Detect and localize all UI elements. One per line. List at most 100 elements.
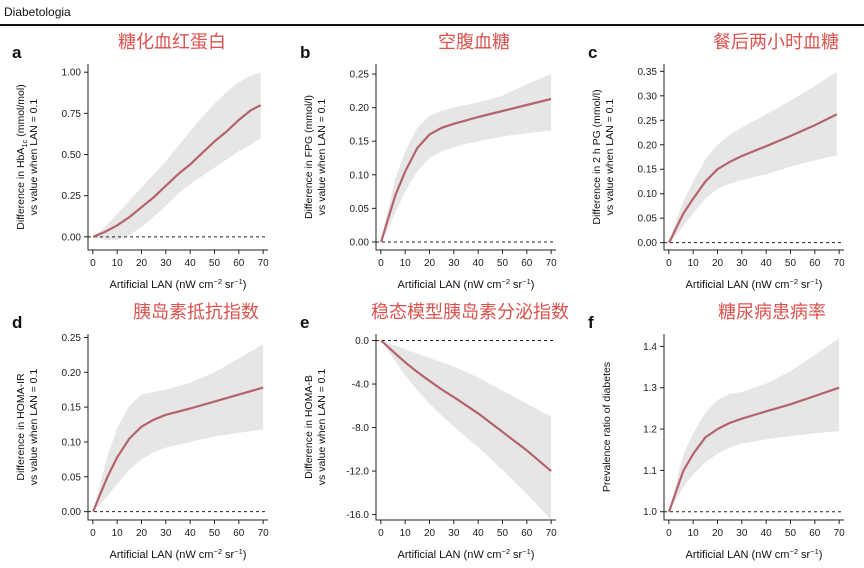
y-tick-label: -8.0 (352, 423, 370, 434)
x-tick-label: 10 (688, 258, 700, 269)
y-axis-label: Difference in 2 h PG (mmol/l) (591, 89, 603, 224)
y-axis-label: Prevalence ratio of diabetes (601, 362, 613, 492)
y-tick-label: 1.00 (62, 68, 82, 79)
y-tick-label: 1.4 (643, 342, 657, 353)
x-tick-label: 40 (761, 528, 773, 539)
x-tick-label: 50 (785, 258, 797, 269)
x-tick-label: 20 (136, 528, 148, 539)
panel-title: 糖尿病患病率 (718, 302, 826, 323)
chart-panel-d: d 胰岛素抵抗指数 0.00 0.05 0.10 0.15 0.20 0.25 0 10 20 30 4… (12, 302, 270, 561)
x-tick-label: 10 (400, 258, 412, 269)
x-tick-label: 60 (521, 258, 533, 269)
x-tick-label: 40 (761, 258, 773, 269)
y-tick-label: -16.0 (346, 510, 369, 521)
y-tick-label: 1.3 (643, 383, 657, 394)
x-tick-label: 40 (185, 258, 197, 269)
x-tick-label: 10 (112, 528, 124, 539)
x-tick-label: 10 (400, 528, 412, 539)
y-tick-label: 0.10 (638, 189, 658, 200)
chart-panel-f: f 糖尿病患病率 1.0 1.1 1.2 1.3 1.4 0 10 20 30 40 50 60 70 Art… (588, 302, 846, 561)
panel-letter: f (588, 313, 594, 332)
x-tick-label: 30 (160, 528, 172, 539)
y-tick-label: 0.20 (62, 368, 82, 379)
panel-letter: e (300, 313, 309, 332)
y-axis-label-line2: vs value when LAN = 0.1 (604, 99, 616, 216)
series-line (92, 104, 262, 238)
panel-title: 糖化血红蛋白 (118, 32, 226, 53)
x-tick-label: 10 (112, 258, 124, 269)
panel-title: 胰岛素抵抗指数 (133, 302, 259, 323)
y-tick-label: 0.75 (62, 109, 82, 120)
panel-letter: c (588, 43, 597, 62)
x-tick-label: 50 (209, 258, 221, 269)
x-tick-label: 60 (809, 258, 821, 269)
y-tick-label: 0.00 (638, 238, 658, 249)
y-tick-label: 0.50 (62, 150, 82, 161)
y-tick-label: 0.0 (355, 336, 369, 347)
x-tick-label: 40 (473, 528, 485, 539)
x-tick-label: 50 (497, 528, 509, 539)
x-tick-label: 0 (666, 528, 672, 539)
y-axis-label-line2: vs value when LAN = 0.1 (28, 369, 40, 486)
x-tick-label: 60 (521, 528, 533, 539)
y-tick-label: 0.30 (638, 91, 658, 102)
x-axis-label: Artificial LAN (nW cm−2 sr−1) (686, 547, 823, 561)
y-tick-label: -12.0 (346, 467, 369, 478)
confidence-band (381, 340, 552, 520)
panel-letter: a (12, 43, 22, 62)
panel-letter: d (12, 313, 22, 332)
x-tick-label: 30 (448, 258, 460, 269)
y-tick-label: 1.1 (643, 466, 657, 477)
y-axis-label: Difference in HOMA-IR (15, 373, 27, 481)
x-tick-label: 20 (136, 258, 148, 269)
y-tick-label: 0.05 (638, 214, 658, 225)
y-tick-label: 0.20 (638, 140, 658, 151)
x-axis-label: Artificial LAN (nW cm−2 sr−1) (686, 277, 823, 291)
y-tick-label: 0.15 (638, 165, 658, 176)
x-tick-label: 0 (90, 258, 96, 269)
y-tick-label: -4.0 (352, 380, 370, 391)
y-axis-label-line2: vs value when LAN = 0.1 (316, 99, 328, 216)
chart-panel-c: c 餐后两小时血糖 0.00 0.05 0.10 0.15 0.20 0.25 0.30 0.35… (588, 32, 846, 291)
y-tick-label: 0.25 (350, 70, 370, 81)
confidence-band (669, 338, 840, 512)
confidence-band (381, 74, 552, 242)
x-axis-label: Artificial LAN (nW cm−2 sr−1) (110, 547, 247, 561)
x-tick-label: 70 (834, 528, 846, 539)
chart-panel-b: b 空腹血糖 0.00 0.05 0.10 0.15 0.20 0.25 0 10 20 30 40 50… (300, 32, 558, 291)
panel-title: 空腹血糖 (438, 32, 510, 53)
y-tick-label: 0.05 (350, 204, 370, 215)
y-tick-label: 0.00 (62, 232, 82, 243)
x-tick-label: 70 (258, 258, 270, 269)
y-tick-label: 0.00 (62, 507, 82, 518)
x-tick-label: 20 (424, 528, 436, 539)
y-axis-label-line2: vs value when LAN = 0.1 (28, 99, 40, 216)
x-tick-label: 70 (546, 258, 558, 269)
x-tick-label: 50 (209, 528, 221, 539)
x-tick-label: 30 (448, 528, 460, 539)
y-tick-label: 1.2 (643, 425, 657, 436)
x-tick-label: 20 (424, 258, 436, 269)
y-tick-label: 0.10 (62, 437, 82, 448)
y-tick-label: 0.00 (350, 237, 370, 248)
y-axis-label: Difference in FPG (mmol/l) (303, 95, 315, 219)
x-axis-label: Artificial LAN (nW cm−2 sr−1) (398, 547, 535, 561)
series-line (92, 386, 264, 513)
series-line (380, 339, 552, 472)
x-tick-label: 0 (378, 258, 384, 269)
series-line (668, 113, 838, 244)
x-tick-label: 60 (809, 528, 821, 539)
y-tick-label: 0.25 (62, 333, 82, 344)
x-tick-label: 40 (473, 258, 485, 269)
x-tick-label: 70 (834, 258, 846, 269)
x-tick-label: 30 (736, 258, 748, 269)
y-tick-label: 0.05 (62, 472, 82, 483)
x-tick-label: 70 (258, 528, 270, 539)
panel-title: 稳态模型胰岛素分泌指数 (371, 302, 569, 323)
y-tick-label: 0.10 (350, 170, 370, 181)
y-tick-label: 0.35 (638, 67, 658, 78)
x-tick-label: 10 (688, 528, 700, 539)
x-tick-label: 70 (546, 528, 558, 539)
x-axis-label: Artificial LAN (nW cm−2 sr−1) (110, 277, 247, 291)
y-axis-label-line2: vs value when LAN = 0.1 (316, 369, 328, 486)
